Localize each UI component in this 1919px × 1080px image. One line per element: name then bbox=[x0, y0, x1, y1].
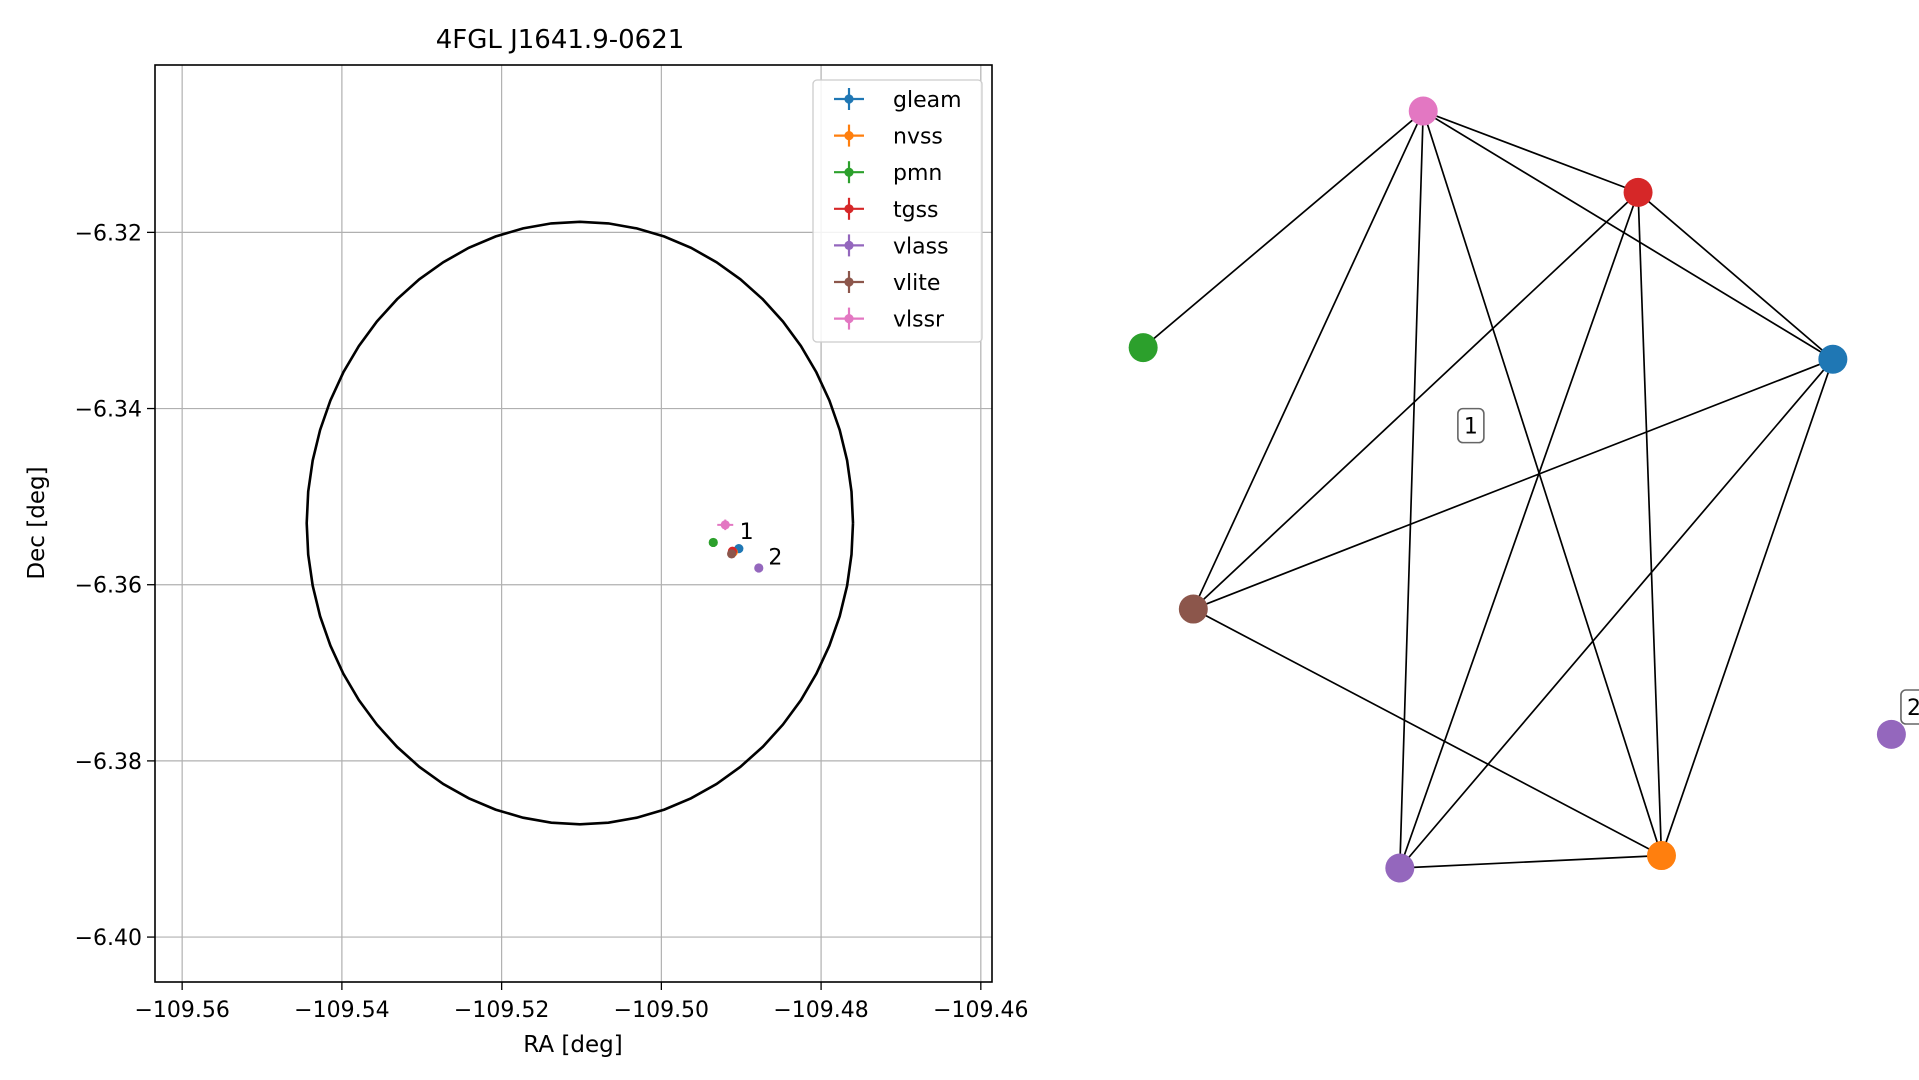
graph-node-vlite bbox=[1178, 594, 1208, 624]
svg-text:2: 2 bbox=[1907, 696, 1919, 721]
y-tick-label: −6.38 bbox=[75, 750, 142, 775]
y-tick-label: −6.40 bbox=[75, 926, 142, 951]
network-graph: 12 bbox=[1128, 96, 1919, 883]
graph-node-vlssr bbox=[1408, 96, 1438, 126]
x-tick-label: −109.50 bbox=[614, 998, 709, 1023]
graph-edge-gleam-nvss bbox=[1660, 358, 1834, 856]
graph-edge-vlssr-vlass_a bbox=[1398, 111, 1425, 869]
legend-item-nvss: nvss bbox=[834, 124, 943, 150]
point-vlite bbox=[727, 549, 737, 559]
legend-item-vlssr: vlssr bbox=[834, 307, 945, 333]
legend: gleam nvss pmn tgss vlass vlite vlssr bbox=[812, 79, 983, 343]
graph-edge-tgss-vlite bbox=[1192, 191, 1639, 610]
graph-node-vlass_a bbox=[1385, 853, 1415, 883]
legend-item-pmn: pmn bbox=[834, 161, 942, 186]
legend-item-vlass: vlass bbox=[834, 234, 949, 259]
y-tick-label: −6.32 bbox=[75, 221, 142, 246]
data-points bbox=[708, 519, 764, 573]
graph-edge-tgss-gleam bbox=[1637, 191, 1834, 360]
graph-node-vlass_b bbox=[1876, 719, 1906, 749]
legend-label: nvss bbox=[893, 125, 943, 150]
sky-plot: 4FGL J1641.9-0621 12 −109.56 −109.54 −109.… bbox=[24, 25, 1029, 1058]
graph-edge-vlssr-tgss bbox=[1422, 110, 1639, 194]
legend-label: vlass bbox=[893, 234, 949, 259]
y-axis-ticks: −6.32 −6.34 −6.36 −6.38 −6.40 bbox=[75, 221, 155, 951]
legend-label: vlite bbox=[893, 271, 940, 296]
point-vlssr bbox=[717, 519, 734, 531]
legend-item-vlite: vlite bbox=[834, 271, 940, 296]
x-tick-label: −109.46 bbox=[933, 998, 1028, 1023]
region-outline bbox=[305, 220, 855, 826]
point-vlass bbox=[754, 563, 764, 573]
legend-label: tgss bbox=[893, 198, 939, 223]
graph-labels: 12 bbox=[1457, 407, 1919, 725]
svg-text:1: 1 bbox=[1464, 415, 1478, 440]
graph-edge-gleam-vlite bbox=[1193, 358, 1834, 610]
graph-node-nvss bbox=[1646, 841, 1676, 871]
graph-label: 1 bbox=[1457, 407, 1485, 444]
legend-label: vlssr bbox=[893, 308, 945, 333]
graph-edge-gleam-vlass_a bbox=[1399, 358, 1834, 869]
region-circle bbox=[305, 220, 855, 826]
legend-item-gleam: gleam bbox=[834, 88, 962, 113]
graph-edge-vlssr-gleam bbox=[1422, 110, 1834, 360]
graph-edge-vlite-nvss bbox=[1192, 608, 1662, 857]
graph-node-tgss bbox=[1623, 177, 1653, 207]
x-tick-label: −109.48 bbox=[773, 998, 868, 1023]
graph-edges bbox=[1142, 110, 1834, 869]
legend-label: gleam bbox=[893, 88, 962, 113]
graph-node-pmn bbox=[1128, 333, 1158, 363]
graph-edge-vlssr-nvss bbox=[1422, 110, 1663, 856]
x-tick-label: −109.56 bbox=[134, 998, 229, 1023]
legend-items: gleam nvss pmn tgss vlass vlite vlssr bbox=[834, 88, 962, 333]
y-tick-label: −6.36 bbox=[75, 574, 142, 599]
graph-node-gleam bbox=[1818, 344, 1848, 374]
x-tick-label: −109.54 bbox=[294, 998, 389, 1023]
graph-nodes bbox=[1128, 96, 1906, 883]
point-annotation: 2 bbox=[768, 545, 782, 570]
chart-title: 4FGL J1641.9-0621 bbox=[436, 25, 685, 55]
legend-box bbox=[812, 79, 983, 343]
graph-edge-vlssr-pmn bbox=[1142, 110, 1424, 349]
graph-edge-vlass_a-nvss bbox=[1399, 854, 1662, 869]
point-annotation: 1 bbox=[740, 520, 754, 545]
graph-edge-tgss-vlass_a bbox=[1399, 192, 1639, 869]
axes-frame bbox=[154, 64, 993, 983]
x-axis-label: RA [deg] bbox=[523, 1032, 622, 1058]
graph-label: 2 bbox=[1900, 689, 1919, 725]
x-tick-label: −109.52 bbox=[454, 998, 549, 1023]
point-pmn bbox=[708, 537, 718, 548]
graph-edge-vlssr-vlite bbox=[1192, 110, 1424, 610]
point-annotations: 12 bbox=[740, 520, 783, 571]
x-axis-ticks: −109.56 −109.54 −109.52 −109.50 −109.48 −109.… bbox=[134, 982, 1029, 1023]
legend-label: pmn bbox=[893, 161, 942, 186]
y-axis-label: Dec [deg] bbox=[24, 466, 50, 579]
legend-item-tgss: tgss bbox=[834, 197, 939, 223]
y-tick-label: −6.34 bbox=[75, 398, 142, 423]
graph-edge-tgss-nvss bbox=[1637, 192, 1663, 856]
